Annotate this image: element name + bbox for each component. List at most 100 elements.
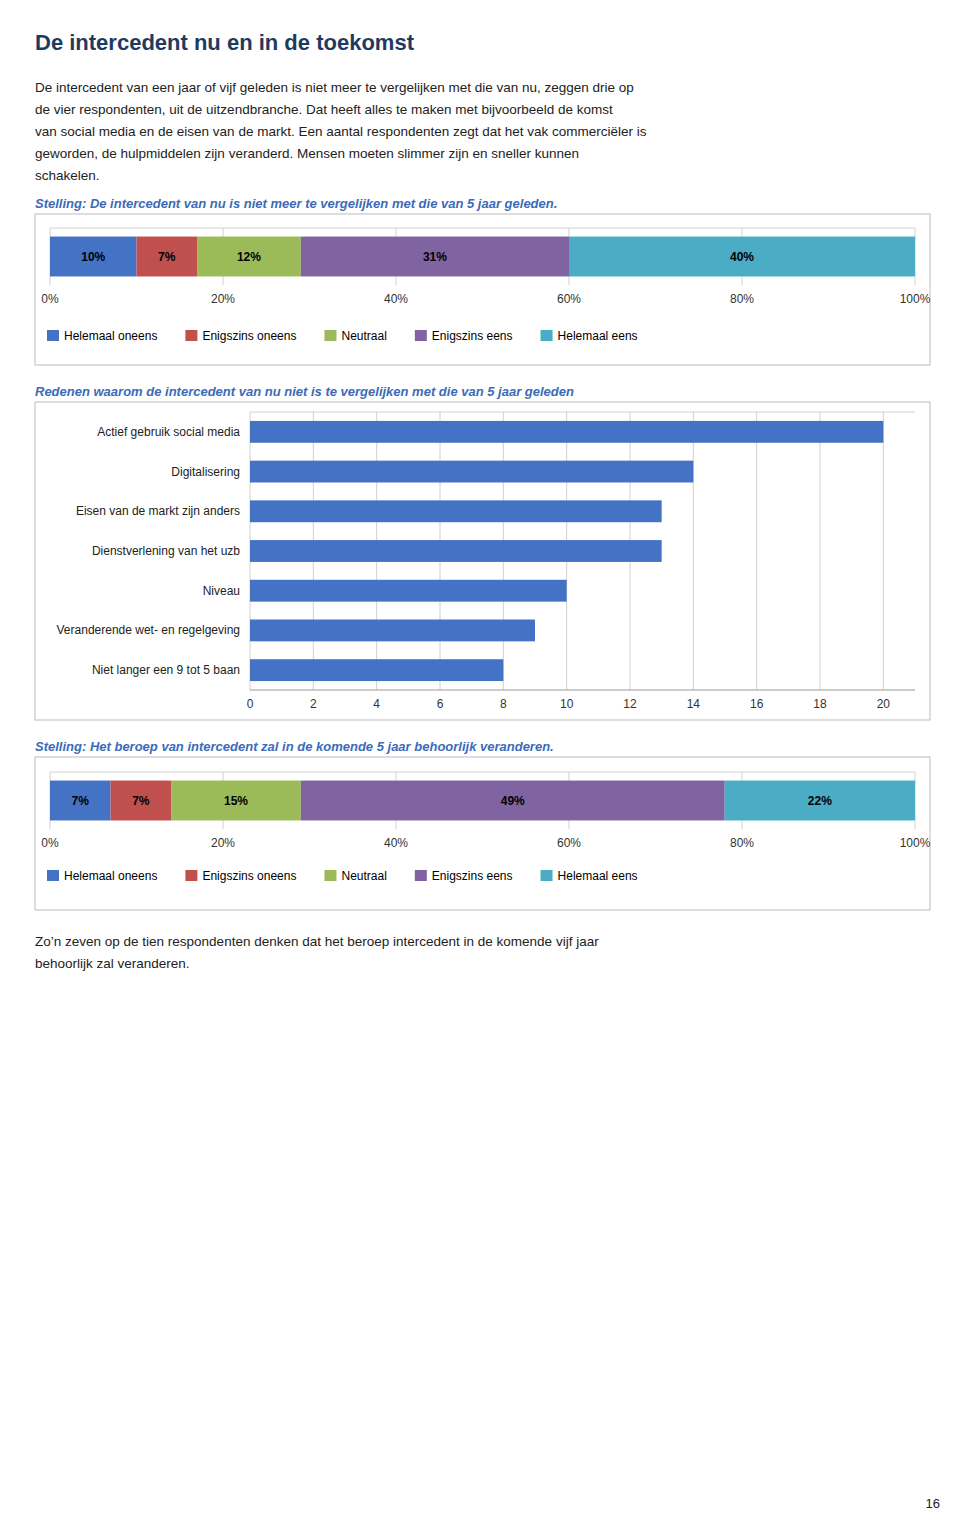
- x-tick-label: 0%: [41, 292, 59, 306]
- chart-title: Redenen waarom de intercedent van nu nie…: [35, 384, 574, 399]
- x-tick-label: 12: [623, 697, 637, 711]
- data-label: 40%: [730, 250, 754, 264]
- category-label: Niveau: [203, 584, 240, 598]
- data-label: 7%: [72, 794, 90, 808]
- x-tick-label: 20: [877, 697, 891, 711]
- bar-segment: [301, 781, 725, 821]
- footer-line: behoorlijk zal veranderen.: [35, 956, 190, 971]
- legend-swatch: [185, 870, 197, 881]
- x-tick-label: 60%: [557, 292, 581, 306]
- legend-label: Neutraal: [341, 869, 386, 883]
- legend: Helemaal oneensEnigszins oneensNeutraalE…: [47, 869, 638, 883]
- x-tick-label: 100%: [900, 292, 931, 306]
- bar: [250, 540, 662, 562]
- category-label: Digitalisering: [171, 465, 240, 479]
- x-tick-label: 0%: [41, 836, 59, 850]
- x-tick-label: 100%: [900, 836, 931, 850]
- bar-segment: [569, 237, 915, 277]
- legend-swatch: [324, 330, 336, 341]
- intro-line: De intercedent van een jaar of vijf gele…: [35, 80, 634, 95]
- data-label: 10%: [81, 250, 105, 264]
- x-tick-label: 14: [687, 697, 701, 711]
- intro-line: de vier respondenten, uit de uitzendbran…: [35, 102, 613, 117]
- chart-frame: [35, 757, 930, 910]
- grid-line: [820, 412, 821, 690]
- legend-label: Enigszins eens: [432, 869, 513, 883]
- category-label: Actief gebruik social media: [97, 425, 240, 439]
- data-label: 31%: [423, 250, 447, 264]
- grid: [250, 412, 883, 690]
- chart: Stelling: Het beroep van intercedent zal…: [35, 739, 931, 910]
- legend-label: Enigszins oneens: [202, 329, 296, 343]
- x-tick-label: 6: [437, 697, 444, 711]
- bar-segment: [111, 781, 172, 821]
- x-tick-label: 18: [813, 697, 827, 711]
- bar-segment: [50, 781, 111, 821]
- bar: [250, 620, 535, 642]
- bars: [50, 237, 915, 277]
- x-axis-line: [250, 690, 915, 691]
- x-tick-label: 10: [560, 697, 574, 711]
- chart-frame: [35, 402, 930, 720]
- x-tick-label: 2: [310, 697, 317, 711]
- footer-line: Zo’n zeven op de tien respondenten denke…: [35, 934, 599, 949]
- intro-line: schakelen.: [35, 168, 100, 183]
- bars: [50, 781, 915, 821]
- data-label: 12%: [237, 250, 261, 264]
- page-svg: De intercedent nu en in de toekomst De in…: [0, 0, 960, 1515]
- data-label: 22%: [808, 794, 832, 808]
- intro-line: van social media en de eisen van de mark…: [35, 124, 647, 139]
- data-labels: 10%7%12%31%40%: [81, 250, 754, 264]
- x-tick-label: 80%: [730, 836, 754, 850]
- category-label: Eisen van de markt zijn anders: [76, 504, 240, 518]
- intro-line: geworden, de hulpmiddelen zijn veranderd…: [35, 146, 579, 161]
- legend-swatch: [541, 330, 553, 341]
- page-title: De intercedent nu en in de toekomst: [35, 30, 415, 55]
- legend-swatch: [47, 870, 59, 881]
- x-tick-label: 4: [373, 697, 380, 711]
- legend-label: Enigszins oneens: [202, 869, 296, 883]
- page-number: 16: [926, 1496, 940, 1511]
- chart-title: Stelling: De intercedent van nu is niet …: [35, 196, 557, 211]
- bar-segment: [50, 237, 137, 277]
- data-label: 15%: [224, 794, 248, 808]
- legend-label: Neutraal: [341, 329, 386, 343]
- x-tick-label: 40%: [384, 292, 408, 306]
- plot-top-line: [50, 772, 915, 773]
- category-label: Veranderende wet- en regelgeving: [57, 623, 240, 637]
- grid-line: [883, 412, 884, 690]
- x-tick-label: 20%: [211, 292, 235, 306]
- data-label: 7%: [132, 794, 150, 808]
- x-tick-label: 60%: [557, 836, 581, 850]
- category-label: Dienstverlening van het uzb: [92, 544, 240, 558]
- data-label: 49%: [501, 794, 525, 808]
- plot-top-line: [250, 412, 915, 413]
- x-tick-label: 16: [750, 697, 764, 711]
- category-label: Niet langer een 9 tot 5 baan: [92, 663, 240, 677]
- x-tick-label: 0: [247, 697, 254, 711]
- grid-line: [693, 412, 694, 690]
- x-tick-label: 40%: [384, 836, 408, 850]
- x-tick-label: 80%: [730, 292, 754, 306]
- legend: Helemaal oneensEnigszins oneensNeutraalE…: [47, 329, 638, 343]
- bar: [250, 421, 883, 443]
- bar: [250, 500, 662, 522]
- chart: Redenen waarom de intercedent van nu nie…: [35, 384, 930, 720]
- grid-line: [756, 412, 757, 690]
- chart: Stelling: De intercedent van nu is niet …: [35, 196, 931, 365]
- bar: [250, 461, 693, 483]
- legend-label: Enigszins eens: [432, 329, 513, 343]
- grid: [50, 228, 915, 285]
- grid: [50, 772, 915, 829]
- bar: [250, 580, 567, 602]
- legend-swatch: [185, 330, 197, 341]
- legend-swatch: [541, 870, 553, 881]
- legend-label: Helemaal eens: [558, 869, 638, 883]
- chart-title: Stelling: Het beroep van intercedent zal…: [35, 739, 554, 754]
- page: { "title": "De intercedent nu en in de t…: [0, 0, 960, 1515]
- legend-swatch: [47, 330, 59, 341]
- bar-segment: [171, 781, 301, 821]
- bar-segment: [197, 237, 301, 277]
- x-tick-label: 20%: [211, 836, 235, 850]
- legend-label: Helemaal eens: [558, 329, 638, 343]
